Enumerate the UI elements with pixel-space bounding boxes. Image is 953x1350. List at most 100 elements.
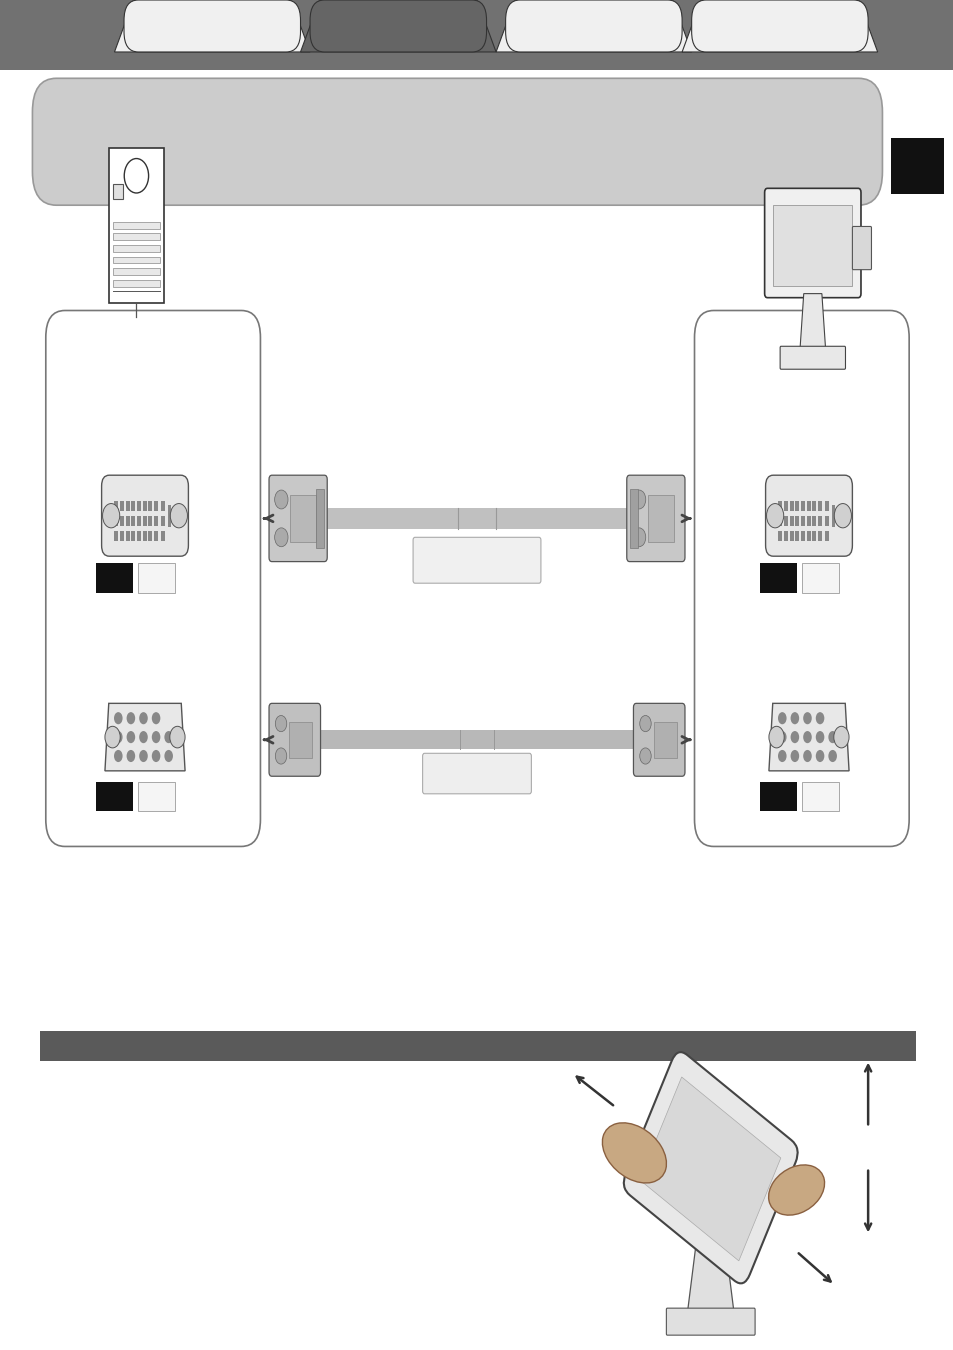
Circle shape	[152, 732, 160, 744]
FancyBboxPatch shape	[113, 234, 159, 240]
FancyBboxPatch shape	[783, 531, 787, 541]
FancyBboxPatch shape	[811, 501, 816, 512]
FancyBboxPatch shape	[824, 501, 828, 512]
FancyBboxPatch shape	[817, 531, 821, 541]
FancyBboxPatch shape	[96, 782, 132, 811]
FancyBboxPatch shape	[801, 563, 838, 593]
FancyBboxPatch shape	[763, 189, 860, 298]
Circle shape	[790, 751, 799, 761]
FancyBboxPatch shape	[789, 531, 793, 541]
FancyBboxPatch shape	[126, 516, 130, 526]
FancyBboxPatch shape	[269, 703, 320, 776]
Ellipse shape	[768, 1165, 823, 1215]
FancyBboxPatch shape	[629, 489, 637, 548]
FancyBboxPatch shape	[137, 516, 141, 526]
Circle shape	[815, 732, 823, 744]
Circle shape	[777, 711, 785, 724]
Circle shape	[152, 711, 160, 724]
Circle shape	[802, 711, 811, 724]
FancyBboxPatch shape	[817, 501, 821, 512]
FancyBboxPatch shape	[789, 501, 793, 512]
FancyBboxPatch shape	[831, 505, 834, 526]
FancyBboxPatch shape	[310, 0, 486, 51]
Circle shape	[127, 711, 135, 724]
FancyBboxPatch shape	[764, 475, 852, 556]
Circle shape	[170, 504, 187, 528]
FancyBboxPatch shape	[137, 501, 141, 512]
Circle shape	[639, 716, 651, 732]
Ellipse shape	[601, 1123, 666, 1183]
FancyBboxPatch shape	[126, 531, 130, 541]
Circle shape	[790, 711, 799, 724]
Polygon shape	[681, 0, 877, 51]
FancyBboxPatch shape	[96, 563, 132, 593]
Polygon shape	[300, 0, 496, 51]
FancyBboxPatch shape	[113, 221, 159, 228]
FancyBboxPatch shape	[148, 531, 152, 541]
FancyBboxPatch shape	[778, 501, 781, 512]
Circle shape	[802, 751, 811, 761]
Circle shape	[790, 732, 799, 744]
FancyBboxPatch shape	[138, 782, 174, 811]
Circle shape	[777, 751, 785, 761]
Circle shape	[274, 528, 288, 547]
FancyBboxPatch shape	[113, 244, 159, 252]
FancyBboxPatch shape	[142, 531, 147, 541]
FancyBboxPatch shape	[317, 730, 636, 749]
Circle shape	[833, 726, 848, 748]
FancyBboxPatch shape	[142, 501, 147, 512]
FancyBboxPatch shape	[633, 703, 684, 776]
FancyBboxPatch shape	[32, 78, 882, 205]
FancyBboxPatch shape	[148, 501, 152, 512]
Polygon shape	[800, 294, 824, 348]
FancyBboxPatch shape	[142, 516, 147, 526]
Circle shape	[139, 732, 148, 744]
FancyBboxPatch shape	[137, 531, 141, 541]
FancyBboxPatch shape	[795, 531, 799, 541]
Circle shape	[639, 748, 651, 764]
Circle shape	[768, 726, 783, 748]
FancyBboxPatch shape	[760, 782, 796, 811]
Circle shape	[139, 751, 148, 761]
FancyBboxPatch shape	[113, 256, 159, 263]
FancyBboxPatch shape	[148, 516, 152, 526]
FancyBboxPatch shape	[113, 184, 123, 198]
FancyBboxPatch shape	[778, 516, 781, 526]
Circle shape	[114, 732, 122, 744]
FancyBboxPatch shape	[120, 501, 124, 512]
FancyBboxPatch shape	[120, 516, 124, 526]
Circle shape	[114, 751, 122, 761]
FancyBboxPatch shape	[800, 501, 804, 512]
FancyBboxPatch shape	[760, 563, 796, 593]
FancyBboxPatch shape	[852, 227, 871, 270]
FancyBboxPatch shape	[505, 0, 681, 51]
FancyBboxPatch shape	[691, 0, 867, 51]
Circle shape	[170, 726, 185, 748]
FancyBboxPatch shape	[126, 501, 130, 512]
FancyBboxPatch shape	[422, 753, 531, 794]
FancyBboxPatch shape	[290, 495, 316, 541]
FancyBboxPatch shape	[114, 531, 118, 541]
FancyBboxPatch shape	[46, 310, 260, 846]
Circle shape	[632, 528, 645, 547]
FancyBboxPatch shape	[132, 501, 135, 512]
Circle shape	[127, 732, 135, 744]
FancyBboxPatch shape	[623, 1052, 797, 1284]
FancyBboxPatch shape	[113, 279, 159, 286]
FancyBboxPatch shape	[795, 516, 799, 526]
FancyBboxPatch shape	[153, 531, 158, 541]
FancyBboxPatch shape	[665, 1308, 755, 1335]
FancyBboxPatch shape	[138, 563, 174, 593]
FancyBboxPatch shape	[805, 516, 810, 526]
Circle shape	[127, 751, 135, 761]
FancyBboxPatch shape	[40, 1031, 915, 1061]
Circle shape	[124, 158, 149, 193]
Circle shape	[833, 504, 850, 528]
FancyBboxPatch shape	[120, 531, 124, 541]
FancyBboxPatch shape	[0, 0, 953, 51]
FancyBboxPatch shape	[772, 204, 852, 286]
FancyBboxPatch shape	[161, 501, 165, 512]
FancyBboxPatch shape	[805, 501, 810, 512]
FancyBboxPatch shape	[269, 475, 327, 562]
Circle shape	[802, 732, 811, 744]
